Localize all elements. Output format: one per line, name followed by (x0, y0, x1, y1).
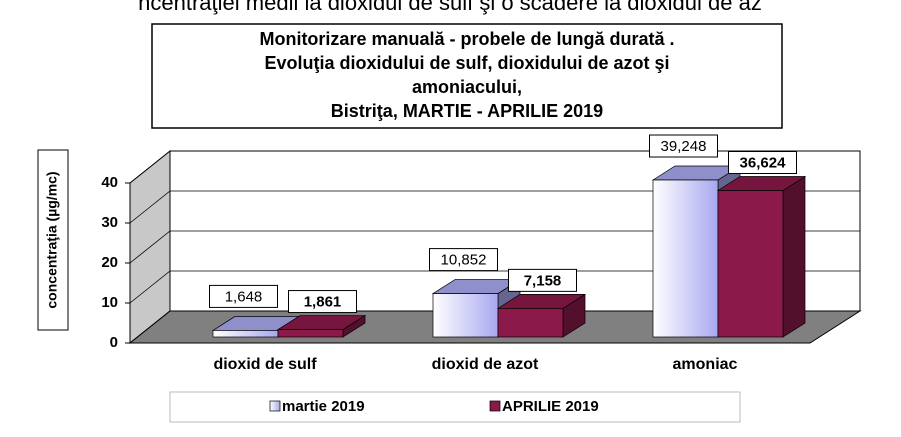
bar-side (782, 175, 806, 338)
value-label-box (728, 151, 797, 175)
bar (212, 330, 279, 338)
y-label-box (37, 149, 69, 331)
chart-title: Evoluţia dioxidului de sulf, dioxidului … (264, 53, 669, 73)
y-tick-label: 10 (101, 294, 118, 311)
caption: ncentraţiei medii la dioxidul de sulf şi… (138, 0, 762, 15)
value-label-box (209, 284, 278, 308)
y-tick-label: 0 (110, 334, 118, 351)
legend-box (169, 391, 741, 423)
bar (717, 190, 784, 338)
x-tick-label: amoniac (673, 356, 738, 373)
y-axis-label: concentraţia (µg/mc) (44, 171, 60, 308)
grid-line (129, 310, 860, 344)
legend-swatch (269, 400, 281, 412)
y-tick-label: 20 (101, 254, 118, 271)
grid-line (129, 230, 860, 264)
value-label-box (288, 290, 357, 314)
legend-swatch (489, 400, 501, 412)
grid-line (129, 270, 860, 304)
value-label: 10,852 (441, 252, 487, 269)
bar (652, 179, 719, 338)
value-label: 1,861 (304, 294, 342, 311)
x-tick-label: dioxid de sulf (213, 356, 317, 373)
value-label-box (649, 134, 718, 158)
legend-label: martie 2019 (282, 398, 365, 415)
chart-title: amoniacului, (412, 77, 522, 97)
value-label: 39,248 (661, 138, 707, 155)
value-label-box (429, 248, 498, 272)
x-tick-label: dioxid de azot (432, 356, 539, 373)
legend-label: APRILIE 2019 (502, 398, 599, 415)
bar (497, 308, 564, 338)
y-tick-label: 30 (101, 214, 118, 231)
value-label-box (508, 268, 577, 292)
value-label: 1,648 (225, 288, 263, 305)
grid-line (129, 190, 860, 224)
bar (277, 329, 344, 338)
value-label: 7,158 (524, 272, 562, 289)
chart-title: Bistriţa, MARTIE - APRILIE 2019 (331, 101, 603, 121)
y-tick-label: 40 (101, 174, 118, 191)
bar (432, 293, 499, 338)
title-box (151, 23, 783, 129)
grid-line (129, 150, 860, 184)
value-label: 36,624 (740, 154, 787, 171)
chart-title: Monitorizare manuală - probele de lungă … (259, 29, 674, 49)
